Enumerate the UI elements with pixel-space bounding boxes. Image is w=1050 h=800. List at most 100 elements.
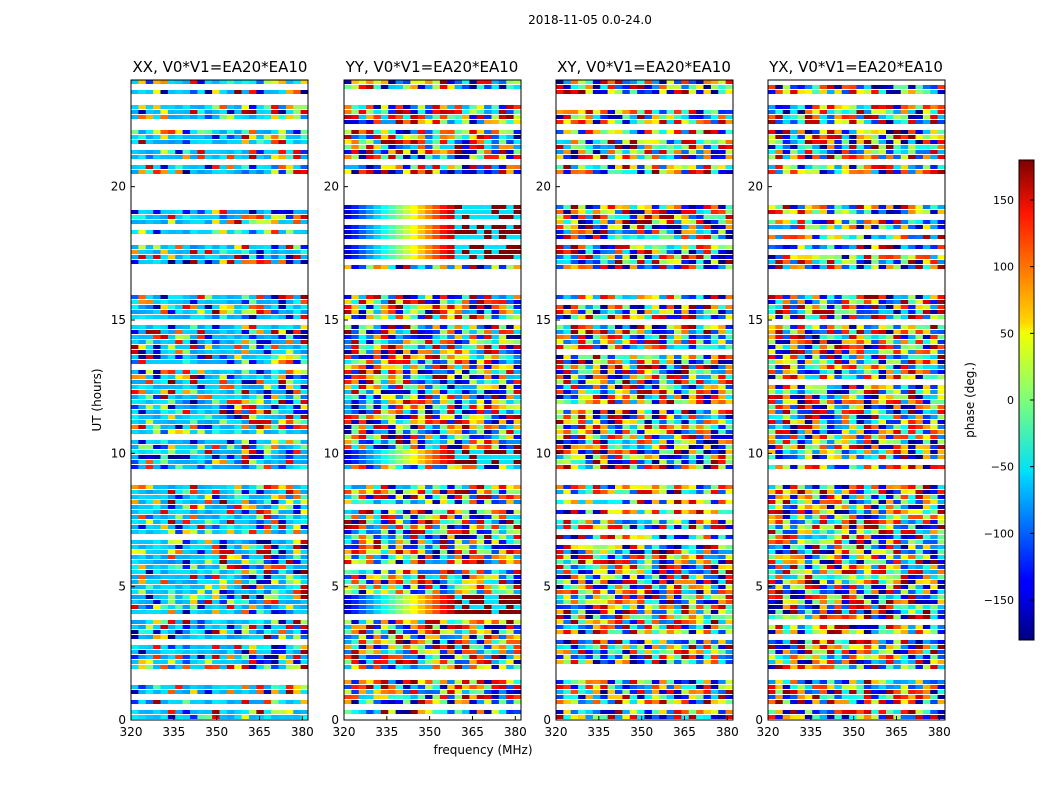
heatmap-cell	[570, 150, 579, 154]
heatmap-cell	[417, 330, 426, 334]
heatmap-cell	[395, 500, 404, 504]
heatmap-cell	[417, 165, 426, 169]
heatmap-cell	[462, 250, 470, 254]
heatmap-cell	[469, 295, 478, 299]
heatmap-cell	[138, 460, 147, 464]
heatmap-cell	[484, 685, 492, 689]
heatmap-cell	[160, 325, 169, 329]
heatmap-cell	[271, 310, 279, 314]
heatmap-cell	[469, 690, 478, 694]
heatmap-cell	[145, 520, 154, 524]
heatmap-cell	[285, 210, 294, 214]
heatmap-cell	[592, 215, 601, 219]
heatmap-cell	[403, 645, 411, 649]
heatmap-cell	[285, 450, 294, 454]
heatmap-cell	[373, 520, 382, 524]
heatmap-cell	[622, 230, 631, 234]
heatmap-cell	[484, 625, 492, 629]
heatmap-cell	[263, 135, 272, 139]
heatmap-cell	[703, 155, 712, 159]
heatmap-cell	[344, 690, 352, 694]
heatmap-cell	[256, 445, 265, 449]
heatmap-cell	[219, 650, 228, 654]
heatmap-cell	[234, 460, 242, 464]
heatmap-cell	[197, 410, 206, 414]
heatmap-cell	[380, 460, 389, 464]
heatmap-cell	[190, 350, 198, 354]
heatmap-cell	[469, 655, 478, 659]
heatmap-cell	[219, 155, 228, 159]
heatmap-cell	[681, 80, 690, 84]
heatmap-cell	[454, 600, 463, 604]
heatmap-cell	[300, 460, 309, 464]
heatmap-cell	[484, 635, 492, 639]
heatmap-cell	[425, 205, 433, 209]
heatmap-cell	[241, 540, 250, 544]
heatmap-cell	[160, 350, 169, 354]
heatmap-cell	[175, 500, 183, 504]
heatmap-cell	[462, 395, 470, 399]
heatmap-cell	[293, 330, 301, 334]
heatmap-cell	[204, 625, 213, 629]
heatmap-cell	[674, 115, 682, 119]
heatmap-cell	[417, 550, 426, 554]
heatmap-cell	[622, 205, 631, 209]
heatmap-cell	[403, 425, 411, 429]
heatmap-cell	[469, 660, 478, 664]
heatmap-cell	[249, 515, 257, 519]
heatmap-cell	[439, 145, 448, 149]
heatmap-cell	[469, 305, 478, 309]
heatmap-cell	[410, 610, 419, 614]
heatmap-cell	[351, 560, 360, 564]
heatmap-cell	[395, 440, 404, 444]
heatmap-cell	[138, 360, 147, 364]
heatmap-cell	[417, 390, 426, 394]
heatmap-cell	[278, 425, 287, 429]
heatmap-cell	[219, 485, 228, 489]
heatmap-cell	[403, 555, 411, 559]
heatmap-cell	[145, 510, 154, 514]
heatmap-cell	[388, 695, 396, 699]
heatmap-cell	[403, 405, 411, 409]
heatmap-cell	[373, 355, 382, 359]
heatmap-cell	[447, 265, 455, 269]
heatmap-cell	[219, 605, 228, 609]
heatmap-cell	[417, 135, 426, 139]
heatmap-cell	[182, 300, 191, 304]
heatmap-cell	[388, 235, 396, 239]
heatmap-cell	[249, 165, 257, 169]
heatmap-cell	[491, 255, 500, 259]
heatmap-cell	[395, 425, 404, 429]
heatmap-cell	[219, 410, 228, 414]
heatmap-cell	[388, 355, 396, 359]
heatmap-cell	[513, 300, 522, 304]
heatmap-cell	[366, 345, 374, 349]
heatmap-cell	[506, 325, 514, 329]
heatmap-cell	[666, 165, 675, 169]
heatmap-cell	[506, 530, 514, 534]
heatmap-cell	[696, 210, 704, 214]
heatmap-cell	[212, 620, 220, 624]
heatmap-cell	[131, 505, 139, 509]
heatmap-cell	[219, 500, 228, 504]
heatmap-cell	[366, 135, 374, 139]
heatmap-cell	[703, 220, 712, 224]
heatmap-cell	[432, 115, 441, 119]
heatmap-cell	[476, 685, 485, 689]
heatmap-cell	[212, 580, 220, 584]
heatmap-cell	[212, 405, 220, 409]
heatmap-cell	[644, 120, 653, 124]
heatmap-cell	[439, 550, 448, 554]
heatmap-cell	[513, 460, 522, 464]
heatmap-cell	[380, 595, 389, 599]
heatmap-cell	[344, 330, 352, 334]
heatmap-cell	[506, 245, 514, 249]
heatmap-cell	[513, 405, 522, 409]
heatmap-cell	[160, 530, 169, 534]
heatmap-cell	[241, 580, 250, 584]
heatmap-cell	[167, 430, 176, 434]
heatmap-cell	[263, 525, 272, 529]
heatmap-cell	[447, 425, 455, 429]
heatmap-cell	[491, 385, 500, 389]
